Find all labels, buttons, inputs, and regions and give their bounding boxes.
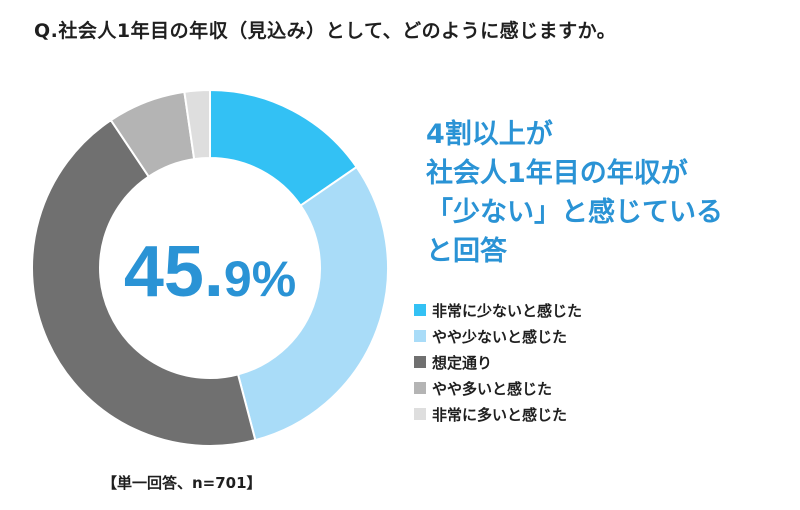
footnote: 【単一回答、n=701】 bbox=[102, 474, 262, 492]
legend-item: やや多いと感じた bbox=[414, 376, 582, 400]
headline-line-4: と回答 bbox=[426, 236, 507, 267]
headline: 4割以上が 社会人1年目の年収が 「少ない」と感じている と回答 bbox=[426, 115, 723, 271]
headline-line-3: 「少ない」と感じている bbox=[426, 197, 723, 228]
headline-line-1: 4割以上が bbox=[426, 119, 553, 150]
legend-item: 想定通り bbox=[414, 350, 582, 374]
legend-swatch bbox=[414, 356, 426, 368]
center-value-main: 45. bbox=[123, 232, 224, 312]
legend-label: 非常に多いと感じた bbox=[432, 405, 568, 424]
donut-slice-2 bbox=[236, 165, 389, 442]
legend-label: 想定通り bbox=[432, 353, 493, 372]
legend-swatch bbox=[414, 330, 426, 342]
headline-line-2: 社会人1年目の年収が bbox=[426, 158, 688, 189]
legend-swatch bbox=[414, 304, 426, 316]
legend-item: 非常に少ないと感じた bbox=[414, 298, 582, 322]
question-title: Q.社会人1年目の年収（見込み）として、どのように感じますか。 bbox=[34, 20, 617, 42]
donut-slices bbox=[31, 88, 389, 447]
legend-swatch bbox=[414, 408, 426, 420]
legend-label: やや少ないと感じた bbox=[432, 327, 568, 346]
center-percentage: 45.9% bbox=[110, 236, 310, 308]
legend-swatch bbox=[414, 382, 426, 394]
donut-slice-3 bbox=[31, 118, 257, 447]
legend-item: 非常に多いと感じた bbox=[414, 402, 582, 426]
legend-label: やや多いと感じた bbox=[432, 379, 553, 398]
legend: 非常に少ないと感じた やや少ないと感じた 想定通り やや多いと感じた 非常に多い… bbox=[414, 298, 582, 428]
center-value-sub: 9% bbox=[223, 251, 297, 307]
legend-item: やや少ないと感じた bbox=[414, 324, 582, 348]
donut-slice-5 bbox=[183, 88, 211, 161]
legend-label: 非常に少ないと感じた bbox=[432, 301, 583, 320]
